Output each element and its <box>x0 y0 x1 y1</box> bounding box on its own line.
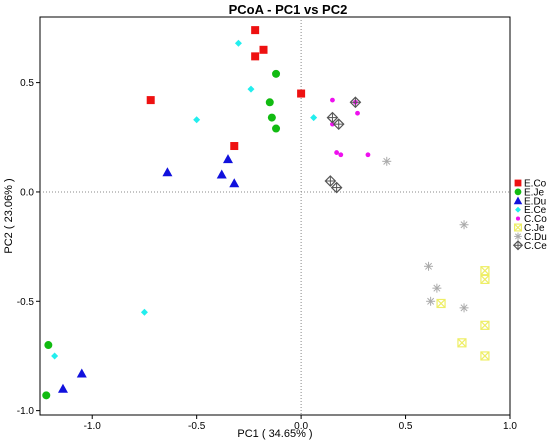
point-c-co <box>365 152 371 158</box>
point-c-du <box>459 303 469 313</box>
point-c-du <box>382 156 392 166</box>
point-c-co <box>330 97 335 103</box>
point-c-du <box>459 220 469 230</box>
legend-label-c-je: C.Je <box>524 223 545 234</box>
x-axis-label: PC1 ( 34.65% ) <box>237 428 312 440</box>
point-c-co <box>330 121 335 127</box>
y-axis-label: PC2 ( 23.06% ) <box>3 178 15 253</box>
point-e-je <box>44 341 53 350</box>
y-tick-label: -1.0 <box>17 406 35 417</box>
legend-marker-e-je <box>514 188 522 196</box>
point-e-ce <box>234 39 242 47</box>
reference-lines <box>40 17 510 415</box>
point-e-je <box>42 391 51 400</box>
legend-label-c-ce: C.Ce <box>524 241 547 252</box>
point-c-ce <box>332 118 345 131</box>
point-c-je <box>480 351 490 361</box>
legend-marker-c-co <box>515 216 521 221</box>
point-c-ce <box>349 96 362 109</box>
legend-label-e-du: E.Du <box>524 196 546 207</box>
y-tick-label: -0.5 <box>17 297 35 308</box>
point-e-je <box>267 113 276 122</box>
chart-title: PCoA - PC1 vs PC2 <box>229 2 348 17</box>
point-e-co <box>230 142 239 151</box>
point-e-du <box>162 167 173 177</box>
point-e-ce <box>310 114 318 122</box>
point-c-je <box>480 320 490 330</box>
point-e-co <box>251 26 260 35</box>
legend-label-e-je: E.Je <box>524 187 544 198</box>
legend-marker-c-je <box>513 223 522 232</box>
point-c-je <box>480 274 490 285</box>
x-tick-label: 0.5 <box>399 421 413 432</box>
point-c-ce <box>330 181 343 194</box>
legend: E.CoE.JeE.DuE.CeC.CoC.JeC.DuC.Ce <box>512 179 547 252</box>
point-e-ce <box>140 308 148 316</box>
x-tick-label: 0.0 <box>294 421 308 432</box>
x-axis: -1.0 -0.5 0.0 0.5 1.0 <box>84 415 517 432</box>
data-points <box>42 26 490 400</box>
legend-label-c-du: C.Du <box>524 232 547 243</box>
y-tick-label: 0.5 <box>20 78 34 89</box>
point-e-ce <box>51 352 59 360</box>
point-e-co <box>146 96 155 105</box>
point-e-co <box>297 89 306 98</box>
point-e-du <box>223 154 233 164</box>
point-e-du <box>229 178 240 188</box>
legend-marker-e-co <box>514 179 522 187</box>
point-e-je <box>272 124 281 133</box>
point-e-je <box>272 69 281 78</box>
x-tick-label: -0.5 <box>188 421 206 432</box>
point-e-ce <box>247 85 255 93</box>
legend-marker-e-ce <box>515 206 521 213</box>
point-e-ce <box>193 116 201 124</box>
point-e-du <box>57 383 68 393</box>
point-e-du <box>76 368 87 378</box>
legend-marker-c-du <box>514 232 522 241</box>
point-e-je <box>265 98 274 107</box>
y-axis: -1.0 -0.5 0.0 0.5 <box>17 78 40 417</box>
x-tick-label: 1.0 <box>503 421 517 432</box>
point-c-je <box>457 338 467 348</box>
point-c-du <box>432 283 442 293</box>
point-e-co <box>259 45 268 54</box>
point-c-ce <box>324 175 337 187</box>
point-c-ce <box>326 111 339 124</box>
x-tick-label: -1.0 <box>84 421 102 432</box>
point-e-co <box>251 52 260 61</box>
point-c-je <box>436 298 446 309</box>
point-e-du <box>216 169 227 179</box>
point-c-co <box>355 110 360 116</box>
plot-frame <box>39 16 511 416</box>
legend-label-e-ce: E.Ce <box>524 205 547 216</box>
point-c-du <box>426 296 436 306</box>
point-c-je <box>480 266 490 276</box>
legend-marker-c-ce <box>512 240 524 251</box>
y-tick-label: 0.0 <box>20 187 34 198</box>
point-c-du <box>424 261 434 271</box>
legend-label-c-co: C.Co <box>524 214 547 225</box>
point-c-co <box>338 152 344 158</box>
legend-marker-e-du <box>513 196 523 205</box>
point-c-co <box>334 150 340 155</box>
legend-label-e-co: E.Co <box>524 179 547 190</box>
